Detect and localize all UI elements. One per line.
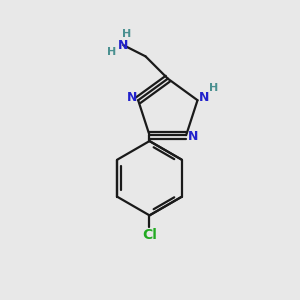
Text: H: H (107, 46, 117, 57)
Text: H: H (122, 29, 131, 39)
Text: N: N (118, 39, 128, 52)
Text: N: N (126, 92, 137, 104)
Text: H: H (209, 83, 218, 93)
Text: N: N (188, 130, 198, 143)
Text: Cl: Cl (142, 228, 157, 242)
Text: N: N (199, 92, 209, 104)
